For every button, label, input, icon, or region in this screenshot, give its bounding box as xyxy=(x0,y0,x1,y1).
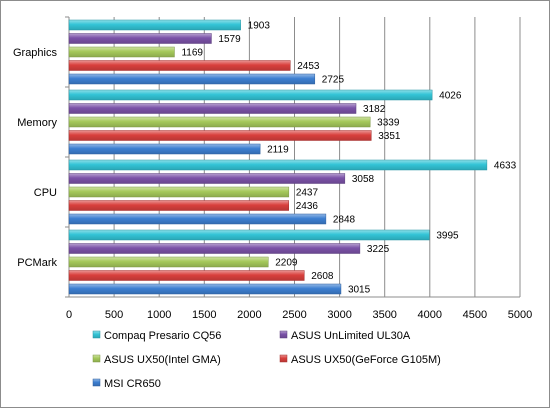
x-tick-label: 0 xyxy=(66,309,72,321)
bar xyxy=(69,90,432,100)
data-label: 3995 xyxy=(436,231,459,242)
x-tick-label: 3500 xyxy=(372,309,396,321)
x-tick-label: 500 xyxy=(105,309,123,321)
x-tick-label: 5000 xyxy=(508,309,532,321)
data-label: 2608 xyxy=(311,271,334,282)
category-label: Memory xyxy=(17,117,57,129)
legend-swatch xyxy=(93,331,100,338)
category-label: CPU xyxy=(34,187,57,199)
x-tick-label: 3000 xyxy=(327,309,351,321)
data-label: 3351 xyxy=(378,131,401,142)
category-label: PCMark xyxy=(17,257,57,269)
x-tick-label: 4500 xyxy=(463,309,487,321)
x-tick-label: 1000 xyxy=(147,309,171,321)
data-label: 4633 xyxy=(494,161,517,172)
bar xyxy=(69,214,326,224)
bar xyxy=(69,230,429,240)
data-label: 2437 xyxy=(296,188,319,199)
data-label: 1169 xyxy=(181,48,203,59)
data-label: 2848 xyxy=(333,215,356,226)
x-tick-label: 1500 xyxy=(192,309,216,321)
bar xyxy=(69,284,341,294)
bar xyxy=(69,187,289,197)
bar xyxy=(69,257,268,267)
data-label: 3182 xyxy=(363,104,386,115)
data-label: 2436 xyxy=(296,201,319,212)
data-label: 3339 xyxy=(377,118,400,129)
legend-label: ASUS UX50(Intel GMA) xyxy=(104,354,221,366)
data-label: 2209 xyxy=(275,258,298,269)
x-tick-label: 4000 xyxy=(418,309,442,321)
bar xyxy=(69,20,241,30)
data-label: 2119 xyxy=(267,145,289,156)
bar xyxy=(69,271,304,281)
bar xyxy=(69,34,211,44)
bar xyxy=(69,201,289,211)
bar xyxy=(69,174,345,184)
data-label: 3225 xyxy=(367,244,390,255)
bar xyxy=(69,131,371,141)
data-label: 2725 xyxy=(322,75,345,86)
x-tick-label: 2500 xyxy=(282,309,306,321)
legend-label: Compaq Presario CQ56 xyxy=(104,330,221,342)
data-label: 1579 xyxy=(218,34,241,45)
bar xyxy=(69,74,315,84)
data-label: 3015 xyxy=(348,285,371,296)
legend-swatch xyxy=(280,355,287,362)
x-tick-label: 2000 xyxy=(237,309,261,321)
category-label: Graphics xyxy=(13,47,58,59)
legend-label: ASUS UX50(GeForce G105M) xyxy=(291,354,441,366)
data-label: 3058 xyxy=(352,174,375,185)
data-label: 2453 xyxy=(297,61,320,72)
bar xyxy=(69,61,290,71)
legend-label: ASUS UnLimited UL30A xyxy=(291,330,411,342)
data-label: 4026 xyxy=(439,91,462,102)
data-label: 1903 xyxy=(248,21,271,32)
legend-swatch xyxy=(93,379,100,386)
bar xyxy=(69,244,360,254)
bar xyxy=(69,47,174,57)
legend-swatch xyxy=(93,355,100,362)
bar xyxy=(69,144,260,154)
legend-swatch xyxy=(280,331,287,338)
bar xyxy=(69,104,356,114)
legend-label: MSI CR650 xyxy=(104,378,161,390)
bar xyxy=(69,160,487,170)
bar xyxy=(69,117,370,127)
